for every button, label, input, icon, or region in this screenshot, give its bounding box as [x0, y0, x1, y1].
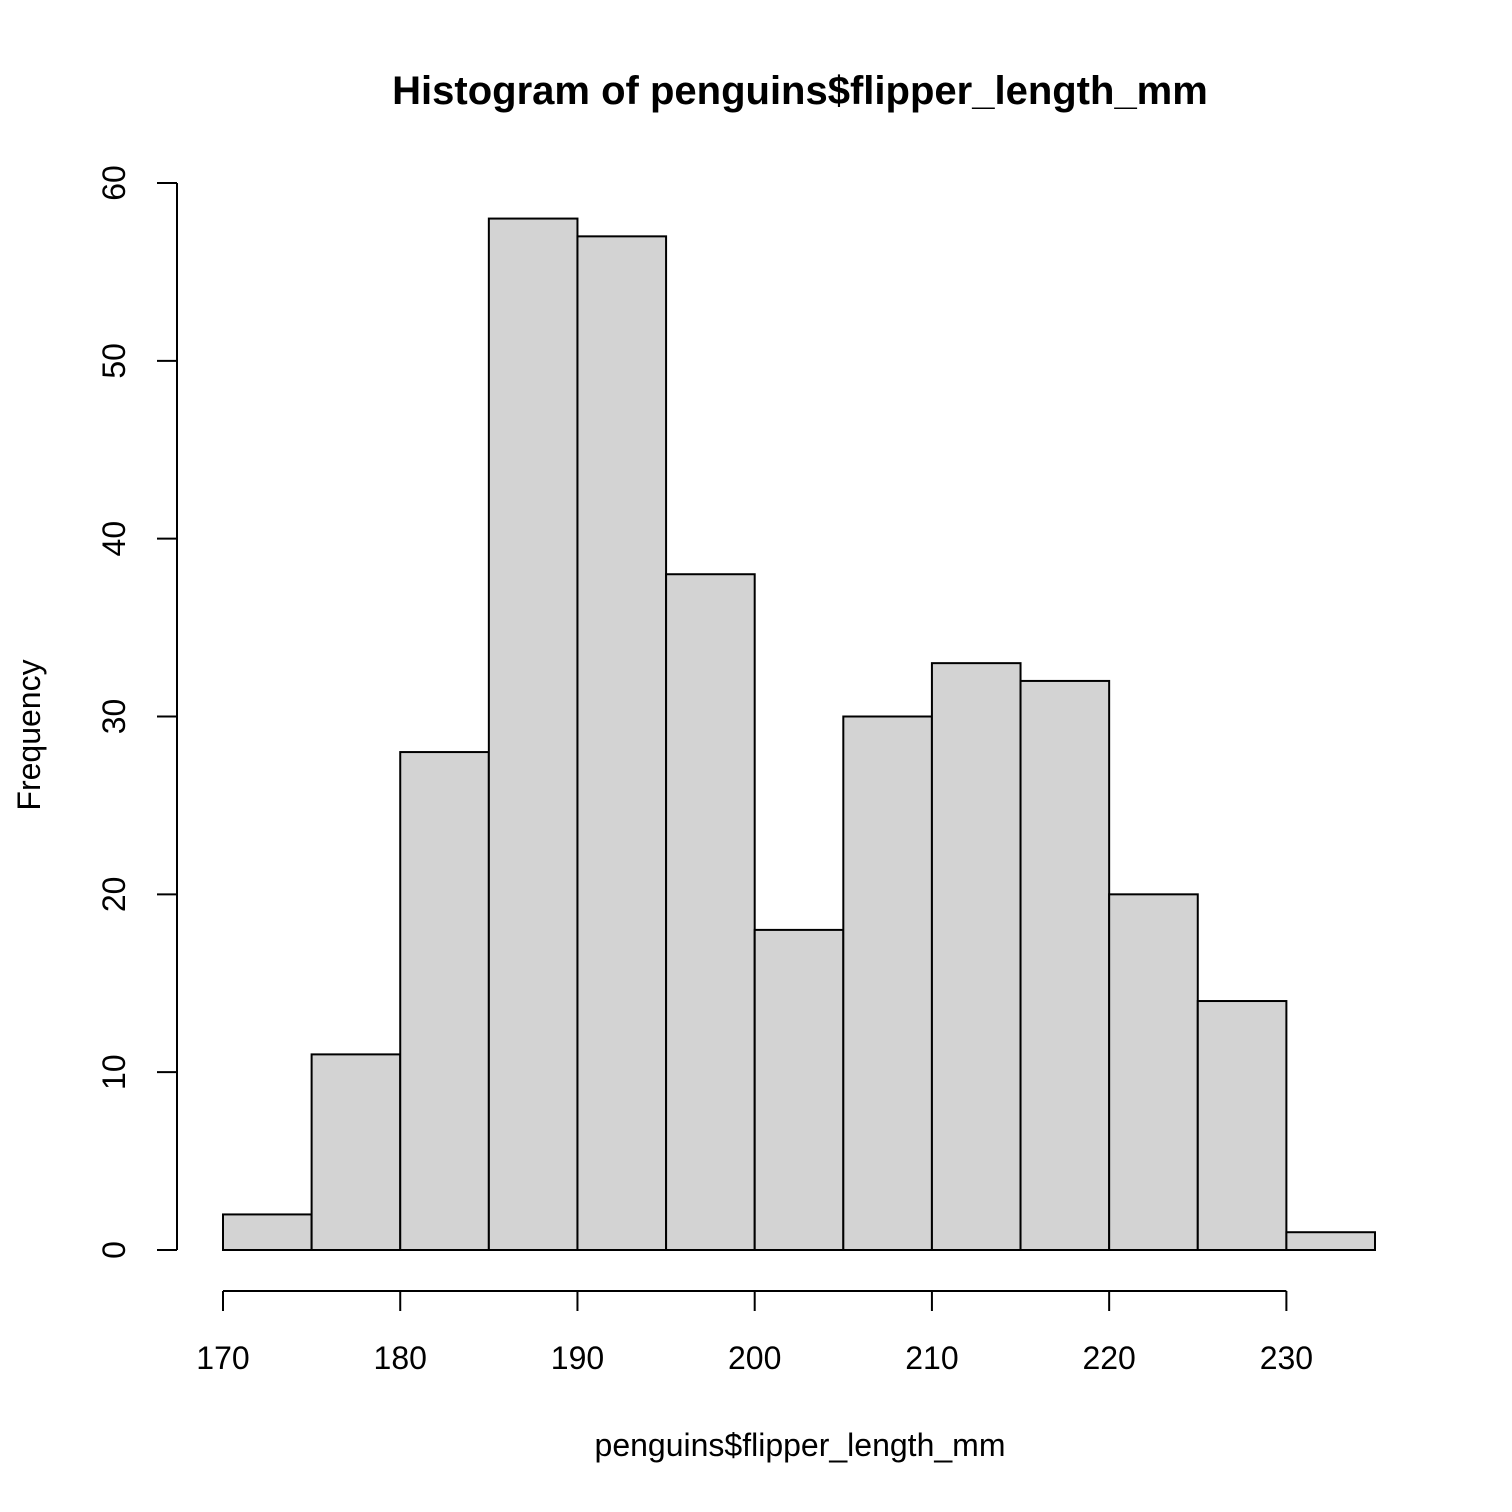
bars-group — [222, 217, 1377, 1252]
histogram-bar-8 — [842, 715, 933, 1251]
x-tick-label: 200 — [728, 1340, 781, 1376]
y-tick-label: 20 — [96, 877, 132, 913]
histogram-bar-4 — [487, 217, 579, 1252]
histogram-bar-5 — [576, 235, 668, 1252]
histogram-bar-9 — [930, 662, 1022, 1251]
x-tick-label: 220 — [1082, 1340, 1135, 1376]
x-tick-label: 180 — [374, 1340, 427, 1376]
histogram-bar-11 — [1108, 893, 1199, 1251]
x-tick-label: 230 — [1260, 1340, 1313, 1376]
histogram-bar-1 — [222, 1213, 313, 1252]
histogram-bar-3 — [399, 751, 490, 1251]
x-axis: 170 180 190 200 210 220 230 — [196, 1290, 1313, 1376]
histogram-bar-2 — [310, 1053, 402, 1251]
y-tick-label: 30 — [96, 699, 132, 735]
y-axis-label: Frequency — [11, 659, 47, 810]
y-axis: 0 10 20 30 40 50 60 — [96, 165, 178, 1259]
y-tick-label: 0 — [96, 1241, 132, 1259]
chart-title: Histogram of penguins$flipper_length_mm — [392, 69, 1208, 113]
x-axis-label: penguins$flipper_length_mm — [595, 1427, 1006, 1463]
histogram-bar-12 — [1196, 1000, 1288, 1251]
y-tick-label: 10 — [96, 1054, 132, 1090]
histogram-bar-10 — [1019, 679, 1111, 1251]
y-tick-label: 50 — [96, 343, 132, 379]
x-tick-label: 170 — [196, 1340, 249, 1376]
y-tick-label: 60 — [96, 165, 132, 201]
x-tick-label: 190 — [551, 1340, 604, 1376]
histogram-bar-6 — [665, 573, 756, 1251]
y-tick-label: 40 — [96, 521, 132, 557]
histogram-bar-7 — [753, 928, 845, 1252]
x-tick-label: 210 — [905, 1340, 958, 1376]
histogram-bar-13 — [1285, 1231, 1377, 1252]
